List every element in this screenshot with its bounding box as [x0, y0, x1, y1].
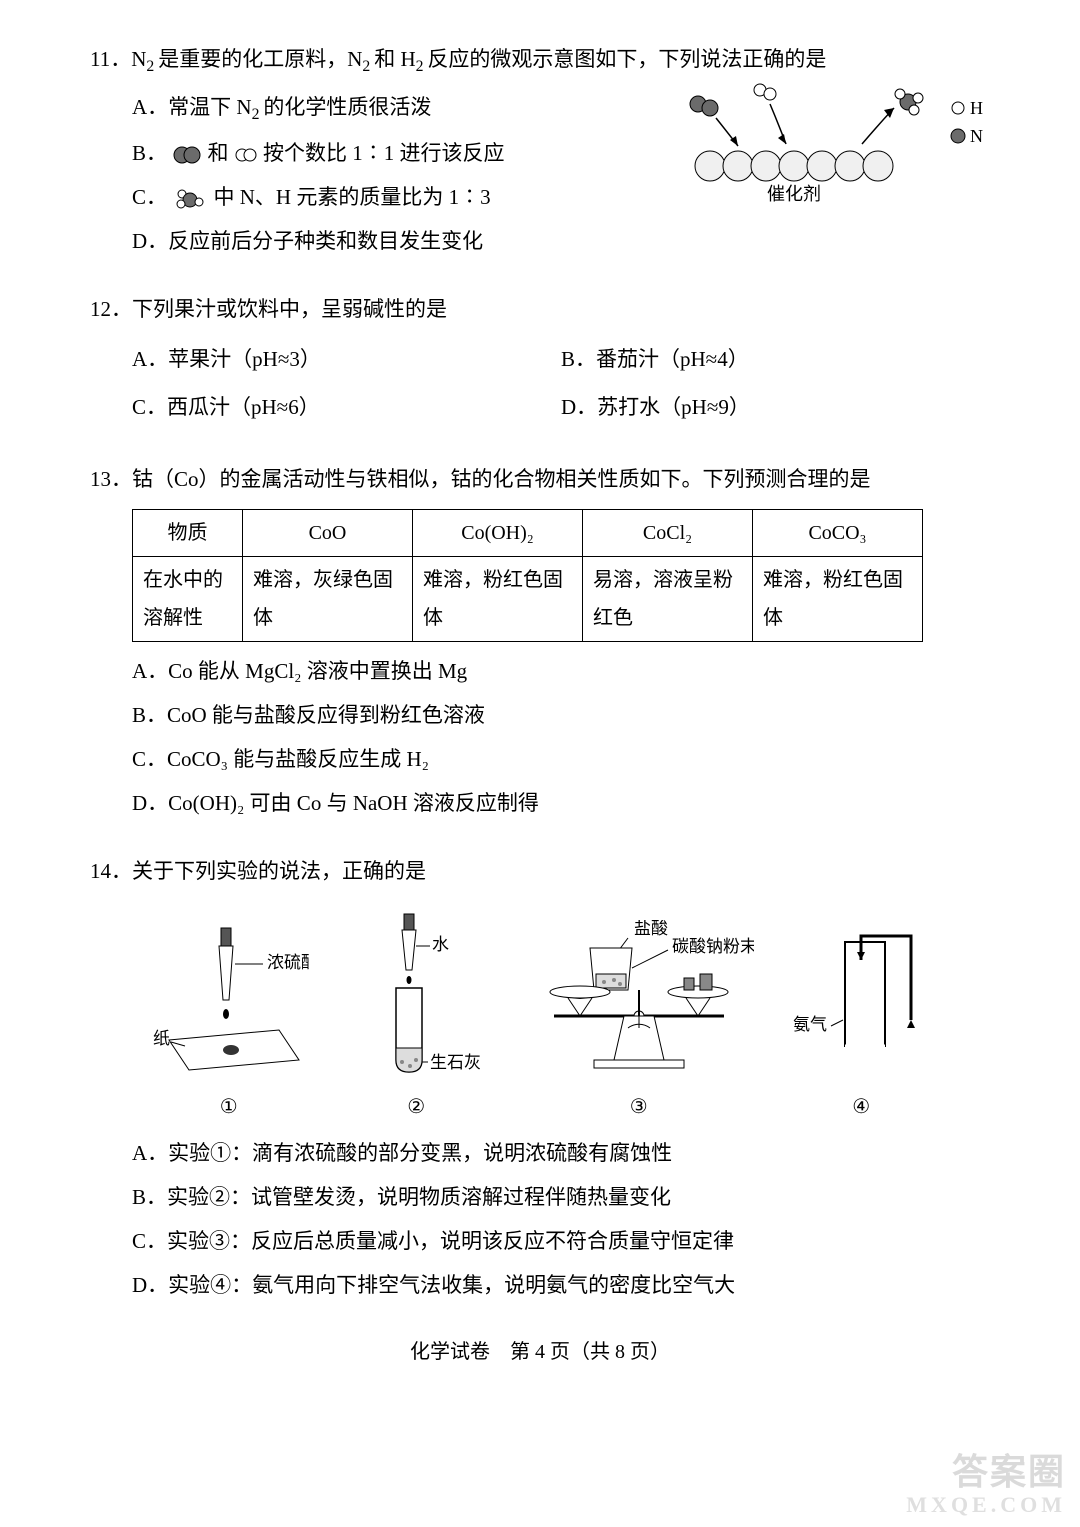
q11-optA-b: 的化学性质很活泼 [263, 95, 431, 119]
q11-optB-c: 按个数比 1∶1 进行该反应 [263, 141, 505, 165]
q13-optB: B．CoO 能与盐酸反应得到粉红色溶液 [132, 696, 990, 736]
q13-th1: CoO [243, 510, 413, 557]
q14-d2-label-a: 水 [432, 935, 449, 954]
q11-optB-a: B． [132, 141, 167, 165]
q14-d2-label-b: 生石灰 [430, 1053, 481, 1072]
q13-num: 13． [90, 467, 132, 491]
q14-num: 14． [90, 859, 132, 883]
q13-table: 物质 CoO Co(OH)₂ CoCl₂ CoCO₃ 在水中的溶解性 难溶，灰绿… [132, 509, 923, 642]
q14-dia1: 浓硫酸 纸 ① [149, 920, 309, 1126]
q12-optC: C．西瓜汁（pH≈6） [132, 388, 561, 428]
page-footer: 化学试卷 第 4 页（共 8 页） [90, 1335, 990, 1364]
q13-optC: C．CoCO₃ 能与盐酸反应生成 H₂ [132, 740, 990, 780]
q11-diagram: 催化剂 [670, 78, 990, 208]
q11-stem-d: 反应的微观示意图如下，下列说法正确的是 [427, 47, 826, 71]
nh3-molecule-icon [172, 188, 208, 210]
q14-dia3: 盐酸 碳酸钠粉末 [524, 920, 754, 1126]
legend-h-label: H [970, 98, 983, 118]
legend-n-label: N [970, 126, 983, 146]
table-row: 在水中的溶解性 难溶，灰绿色固体 难溶，粉红色固体 易溶，溶液呈粉红色 难溶，粉… [133, 557, 923, 642]
q11-stem-c: 和 H [374, 47, 415, 71]
q13-cell0: 难溶，灰绿色固体 [243, 557, 413, 642]
q14-d3-label-b: 碳酸钠粉末 [672, 937, 754, 956]
q13-th3: CoCl₂ [583, 510, 753, 557]
q13-optA: A．Co 能从 MgCl₂ 溶液中置换出 Mg [132, 652, 990, 692]
q13-cell3: 难溶，粉红色固体 [753, 557, 923, 642]
question-12: 12．下列果汁或饮料中，呈弱碱性的是 A．苹果汁（pH≈3） B．番茄汁（pH≈… [90, 290, 990, 432]
q11-stem: 11．N2 是重要的化工原料，N2 和 H2 反应的微观示意图如下，下列说法正确… [90, 40, 990, 82]
q14-diagrams: 浓硫酸 纸 ① 水 [130, 910, 950, 1126]
q14-dia2: 水 生石灰 ② [346, 910, 486, 1126]
catalyst-spheres-icon [695, 151, 893, 181]
q13-stem-text: 钴（Co）的金属活动性与铁相似，钴的化合物相关性质如下。下列预测合理的是 [132, 467, 871, 491]
q14-optB: B．实验②：试管壁发烫，说明物质溶解过程伴随热量变化 [132, 1178, 990, 1218]
outgoing-nh3-icon [895, 89, 923, 115]
q14-num4: ④ [849, 1088, 873, 1126]
q12-stem-text: 下列果汁或饮料中，呈弱碱性的是 [132, 297, 447, 321]
q11-optB-b: 和 [208, 141, 234, 165]
q13-options: A．Co 能从 MgCl₂ 溶液中置换出 Mg B．CoO 能与盐酸反应得到粉红… [132, 652, 990, 824]
question-13: 13．钴（Co）的金属活动性与铁相似，钴的化合物相关性质如下。下列预测合理的是 … [90, 460, 990, 824]
q14-d4-label-a: 氨气 [793, 1015, 827, 1034]
q14-options: A．实验①：滴有浓硫酸的部分变黑，说明浓硫酸有腐蚀性 B．实验②：试管壁发烫，说… [132, 1134, 990, 1306]
q12-optA: A．苹果汁（pH≈3） [132, 340, 561, 380]
balance-scale-icon: 盐酸 碳酸钠粉末 [524, 920, 754, 1080]
dropper-paper-icon: 浓硫酸 纸 [149, 920, 309, 1080]
n2-molecule-icon [172, 144, 202, 166]
q12-num: 12． [90, 297, 132, 321]
dropper-tube-icon: 水 生石灰 [346, 910, 486, 1080]
q12-options: A．苹果汁（pH≈3） B．番茄汁（pH≈4） C．西瓜汁（pH≈6） D．苏打… [132, 336, 990, 432]
incoming-h2-icon [754, 84, 776, 100]
q13-rowlabel: 在水中的溶解性 [133, 557, 243, 642]
q11-stem-b: 是重要的化工原料，N [158, 47, 362, 71]
question-11: 11．N2 是重要的化工原料，N2 和 H2 反应的微观示意图如下，下列说法正确… [90, 40, 990, 262]
q14-num1: ① [217, 1088, 241, 1126]
q14-num3: ③ [627, 1088, 651, 1126]
watermark-line1: 答案圈 [952, 1452, 1066, 1492]
q12-optD: D．苏打水（pH≈9） [561, 388, 990, 428]
q13-stem: 13．钴（Co）的金属活动性与铁相似，钴的化合物相关性质如下。下列预测合理的是 [90, 460, 990, 500]
q11-num: 11． [90, 47, 131, 71]
q13-th0: 物质 [133, 510, 243, 557]
h2-molecule-icon [234, 144, 258, 166]
q14-optD: D．实验④：氨气用向下排空气法收集，说明氨气的密度比空气大 [132, 1266, 990, 1306]
q14-d1-label-a: 浓硫酸 [267, 953, 309, 972]
q14-num2: ② [404, 1088, 428, 1126]
q11-optD: D．反应前后分子种类和数目发生变化 [132, 222, 990, 262]
q13-th2: Co(OH)₂ [413, 510, 583, 557]
q11-optA-a: A．常温下 N [132, 95, 252, 119]
question-14: 14．关于下列实验的说法，正确的是 浓硫酸 纸 ① [90, 852, 990, 1305]
q11-stem-a: N [131, 47, 146, 71]
gas-collection-icon: 氨气 [791, 920, 931, 1080]
legend-h-circle-icon [952, 102, 964, 114]
q14-stem: 14．关于下列实验的说法，正确的是 [90, 852, 990, 892]
watermark-line2: MXQE.COM [906, 1493, 1066, 1517]
legend-n-circle-icon [951, 129, 965, 143]
table-row: 物质 CoO Co(OH)₂ CoCl₂ CoCO₃ [133, 510, 923, 557]
q13-cell2: 易溶，溶液呈粉红色 [583, 557, 753, 642]
q14-stem-text: 关于下列实验的说法，正确的是 [132, 859, 426, 883]
incoming-n2-icon [690, 96, 718, 116]
q14-dia4: 氨气 ④ [791, 920, 931, 1126]
watermark: 答案圈 MXQE.COM [906, 1453, 1066, 1517]
q13-th4: CoCO₃ [753, 510, 923, 557]
q12-stem: 12．下列果汁或饮料中，呈弱碱性的是 [90, 290, 990, 330]
q13-cell1: 难溶，粉红色固体 [413, 557, 583, 642]
q14-d3-label-a: 盐酸 [634, 920, 668, 938]
q11-optC-b: 中 N、H 元素的质量比为 1∶3 [214, 185, 491, 209]
q14-optA: A．实验①：滴有浓硫酸的部分变黑，说明浓硫酸有腐蚀性 [132, 1134, 990, 1174]
catalyst-label: 催化剂 [767, 184, 821, 204]
q14-d1-label-b: 纸 [153, 1029, 170, 1048]
q14-optC: C．实验③：反应后总质量减小，说明该反应不符合质量守恒定律 [132, 1222, 990, 1262]
q13-optD: D．Co(OH)₂ 可由 Co 与 NaOH 溶液反应制得 [132, 784, 990, 824]
q12-optB: B．番茄汁（pH≈4） [561, 340, 990, 380]
q11-optC-a: C． [132, 185, 167, 209]
